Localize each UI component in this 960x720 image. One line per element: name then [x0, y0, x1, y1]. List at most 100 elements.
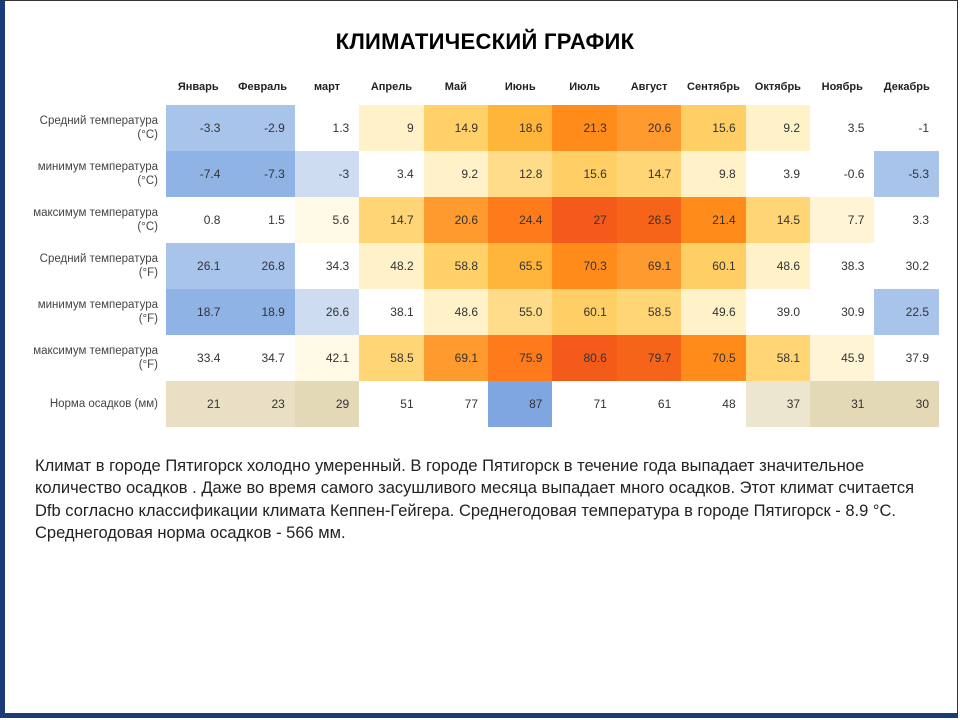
- data-cell: 1.5: [230, 197, 294, 243]
- data-cell: 20.6: [424, 197, 488, 243]
- data-cell: 21.3: [552, 105, 616, 151]
- data-cell: 71: [552, 381, 616, 427]
- data-cell: 34.3: [295, 243, 359, 289]
- data-cell: 39.0: [746, 289, 810, 335]
- data-cell: 9.8: [681, 151, 745, 197]
- data-cell: 37.9: [874, 335, 939, 381]
- data-cell: 1.3: [295, 105, 359, 151]
- data-cell: -3.3: [166, 105, 230, 151]
- table-row: максимум температура (°F)33.434.742.158.…: [31, 335, 939, 381]
- data-cell: 65.5: [488, 243, 552, 289]
- climate-table: ЯнварьФевральмартАпрельМайИюньИюльАвгуст…: [31, 69, 939, 427]
- climate-card: КЛИМАТИЧЕСКИЙ ГРАФИК ЯнварьФевральмартАп…: [0, 0, 958, 718]
- table-row: минимум температура (°F)18.718.926.638.1…: [31, 289, 939, 335]
- month-header: Декабрь: [874, 69, 939, 105]
- data-cell: 18.9: [230, 289, 294, 335]
- data-cell: 75.9: [488, 335, 552, 381]
- data-cell: 55.0: [488, 289, 552, 335]
- row-label: Средний температура (°F): [31, 243, 166, 289]
- data-cell: 37: [746, 381, 810, 427]
- data-cell: 60.1: [552, 289, 616, 335]
- data-cell: 14.9: [424, 105, 488, 151]
- data-cell: -3: [295, 151, 359, 197]
- data-cell: 48.6: [424, 289, 488, 335]
- data-cell: 26.8: [230, 243, 294, 289]
- data-cell: 61: [617, 381, 681, 427]
- data-cell: 20.6: [617, 105, 681, 151]
- data-cell: 14.7: [617, 151, 681, 197]
- data-cell: 34.7: [230, 335, 294, 381]
- table-row: Средний температура (°C)-3.3-2.91.3914.9…: [31, 105, 939, 151]
- data-cell: 7.7: [810, 197, 874, 243]
- data-cell: 58.5: [617, 289, 681, 335]
- data-cell: 14.5: [746, 197, 810, 243]
- data-cell: -0.6: [810, 151, 874, 197]
- data-cell: 30.2: [874, 243, 939, 289]
- data-cell: -1: [874, 105, 939, 151]
- row-label: Норма осадков (мм): [31, 381, 166, 427]
- data-cell: 60.1: [681, 243, 745, 289]
- data-cell: 24.4: [488, 197, 552, 243]
- month-header: Август: [617, 69, 681, 105]
- data-cell: -7.4: [166, 151, 230, 197]
- data-cell: 38.3: [810, 243, 874, 289]
- data-cell: 18.6: [488, 105, 552, 151]
- data-cell: 58.8: [424, 243, 488, 289]
- data-cell: 69.1: [424, 335, 488, 381]
- data-cell: 30.9: [810, 289, 874, 335]
- data-cell: 5.6: [295, 197, 359, 243]
- data-cell: -2.9: [230, 105, 294, 151]
- data-cell: 29: [295, 381, 359, 427]
- data-cell: 70.5: [681, 335, 745, 381]
- table-row: минимум температура (°C)-7.4-7.3-33.49.2…: [31, 151, 939, 197]
- table-row: Средний температура (°F)26.126.834.348.2…: [31, 243, 939, 289]
- data-cell: 15.6: [552, 151, 616, 197]
- data-cell: 26.5: [617, 197, 681, 243]
- month-header: Май: [424, 69, 488, 105]
- data-cell: 48.2: [359, 243, 423, 289]
- header-blank: [31, 69, 166, 105]
- month-header: Июль: [552, 69, 616, 105]
- data-cell: 9.2: [424, 151, 488, 197]
- data-cell: 3.9: [746, 151, 810, 197]
- row-label: максимум температура (°F): [31, 335, 166, 381]
- row-label: максимум температура (°C): [31, 197, 166, 243]
- row-label: минимум температура (°C): [31, 151, 166, 197]
- data-cell: 80.6: [552, 335, 616, 381]
- data-cell: -5.3: [874, 151, 939, 197]
- data-cell: 51: [359, 381, 423, 427]
- data-cell: 18.7: [166, 289, 230, 335]
- data-cell: 3.5: [810, 105, 874, 151]
- data-cell: 23: [230, 381, 294, 427]
- data-cell: 42.1: [295, 335, 359, 381]
- data-cell: 9.2: [746, 105, 810, 151]
- data-cell: -7.3: [230, 151, 294, 197]
- data-cell: 21.4: [681, 197, 745, 243]
- data-cell: 58.5: [359, 335, 423, 381]
- data-cell: 15.6: [681, 105, 745, 151]
- data-cell: 58.1: [746, 335, 810, 381]
- data-cell: 21: [166, 381, 230, 427]
- month-header: Июнь: [488, 69, 552, 105]
- data-cell: 38.1: [359, 289, 423, 335]
- month-header: Сентябрь: [681, 69, 745, 105]
- data-cell: 33.4: [166, 335, 230, 381]
- data-cell: 22.5: [874, 289, 939, 335]
- table-body: Средний температура (°C)-3.3-2.91.3914.9…: [31, 105, 939, 427]
- data-cell: 14.7: [359, 197, 423, 243]
- data-cell: 45.9: [810, 335, 874, 381]
- data-cell: 9: [359, 105, 423, 151]
- data-cell: 69.1: [617, 243, 681, 289]
- data-cell: 87: [488, 381, 552, 427]
- data-cell: 30: [874, 381, 939, 427]
- data-cell: 77: [424, 381, 488, 427]
- data-cell: 27: [552, 197, 616, 243]
- table-row: максимум температура (°C)0.81.55.614.720…: [31, 197, 939, 243]
- data-cell: 26.6: [295, 289, 359, 335]
- month-header: Февраль: [230, 69, 294, 105]
- data-cell: 3.4: [359, 151, 423, 197]
- month-header: Ноябрь: [810, 69, 874, 105]
- data-cell: 31: [810, 381, 874, 427]
- header-row: ЯнварьФевральмартАпрельМайИюньИюльАвгуст…: [31, 69, 939, 105]
- month-header: Апрель: [359, 69, 423, 105]
